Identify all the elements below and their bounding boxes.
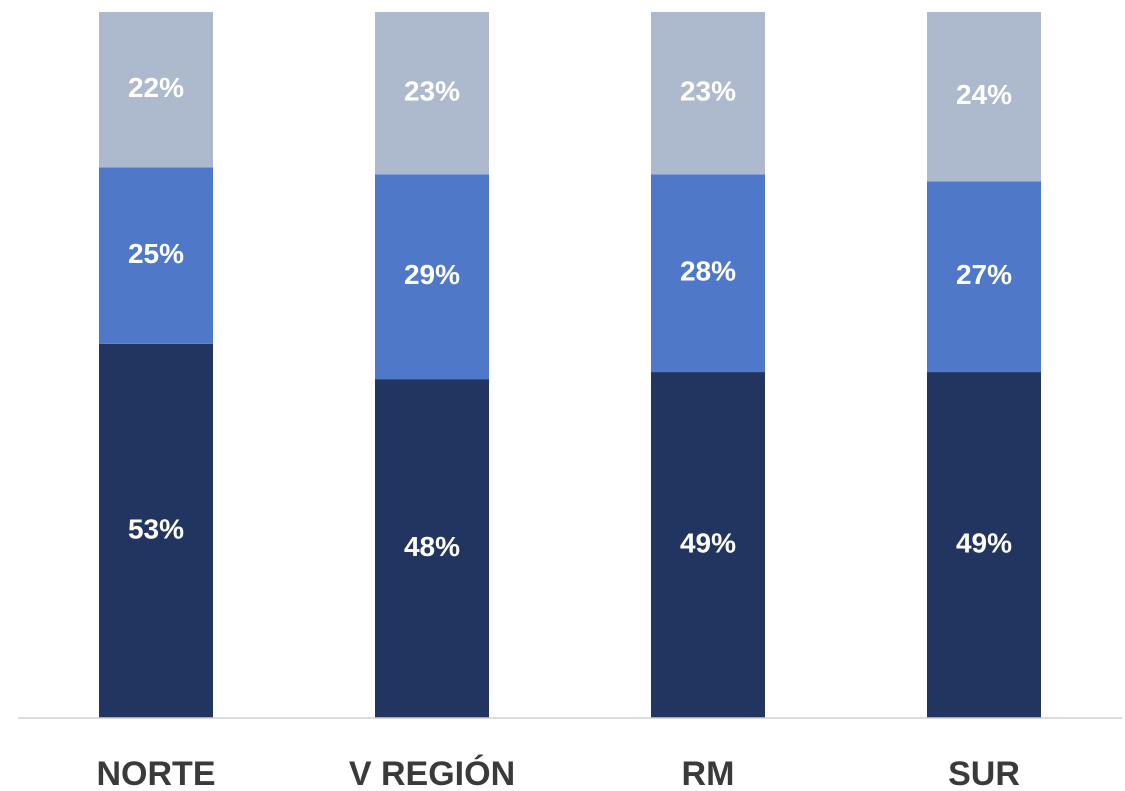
data-label: 25% — [128, 238, 184, 269]
bar-segment — [375, 174, 489, 380]
x-tick-label: SUR — [948, 755, 1020, 791]
data-label: 49% — [680, 527, 736, 558]
x-tick-label: V REGIÓN — [349, 755, 515, 791]
data-label: 29% — [404, 259, 460, 290]
data-label: 23% — [680, 76, 736, 107]
bar-segment — [651, 174, 765, 373]
bar-segment — [651, 372, 765, 718]
bar-segment — [651, 12, 765, 175]
bar-segment — [375, 12, 489, 175]
data-label: 23% — [404, 76, 460, 107]
bar-segment — [99, 167, 213, 344]
bar-segment — [99, 12, 213, 168]
bar-segment — [375, 379, 489, 718]
bar-segment — [927, 372, 1041, 718]
data-label: 48% — [404, 531, 460, 562]
data-label: 53% — [128, 513, 184, 544]
data-label: 49% — [956, 527, 1012, 558]
bar-segment — [927, 12, 1041, 182]
data-label: 27% — [956, 259, 1012, 290]
bar-segment — [927, 181, 1041, 373]
x-tick-label: NORTE — [97, 755, 216, 791]
data-label: 22% — [128, 72, 184, 103]
bar-segment — [99, 343, 213, 718]
data-label: 24% — [956, 79, 1012, 110]
data-label: 28% — [680, 256, 736, 287]
x-tick-label: RM — [682, 755, 735, 791]
